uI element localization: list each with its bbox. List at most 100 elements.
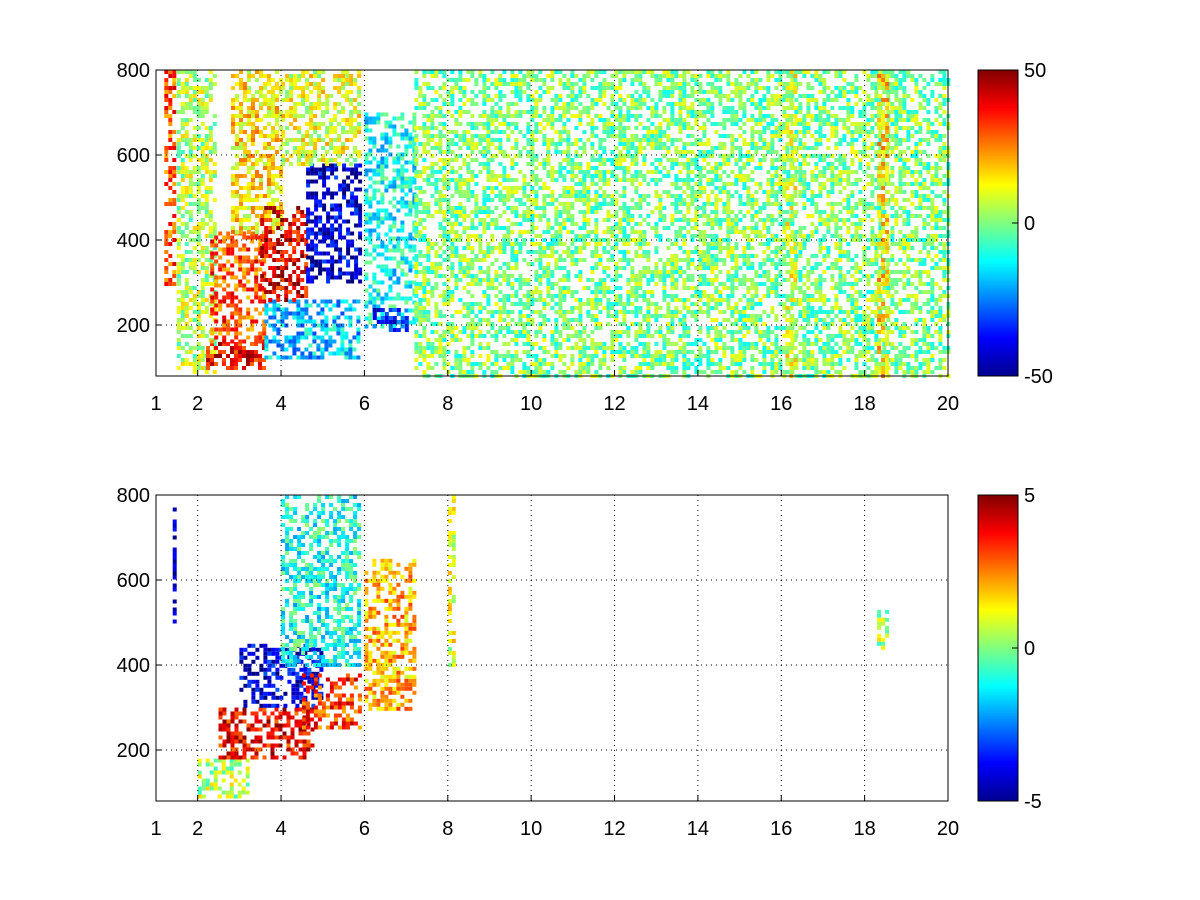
heatmap-cell xyxy=(506,226,511,230)
heatmap-cell xyxy=(486,198,491,202)
heatmap-cell xyxy=(510,274,515,278)
heatmap-cell xyxy=(200,178,205,182)
heatmap-cell xyxy=(534,234,539,238)
heatmap-cell xyxy=(614,274,619,278)
heatmap-cell xyxy=(234,354,238,358)
heatmap-cell xyxy=(602,238,607,242)
heatmap-cell xyxy=(412,180,417,185)
heatmap-cell xyxy=(230,235,235,240)
heatmap-cell xyxy=(251,178,255,182)
heatmap-cell xyxy=(184,122,189,126)
heatmap-cell xyxy=(418,270,423,274)
heatmap-cell xyxy=(184,234,189,238)
heatmap-cell xyxy=(297,94,302,98)
heatmap-cell xyxy=(400,116,405,121)
heatmap-cell xyxy=(364,192,369,197)
heatmap-cell xyxy=(450,138,455,142)
heatmap-cell xyxy=(538,254,543,258)
heatmap-cell xyxy=(234,311,239,316)
heatmap-cell xyxy=(662,86,667,90)
heatmap-cell xyxy=(522,230,527,234)
heatmap-cell xyxy=(634,294,639,298)
heatmap-cell xyxy=(338,275,343,280)
heatmap-cell xyxy=(662,70,667,74)
heatmap-cell xyxy=(558,174,563,178)
heatmap-cell xyxy=(376,200,381,205)
heatmap-cell xyxy=(590,278,595,282)
heatmap-cell xyxy=(308,351,313,356)
heatmap-cell xyxy=(384,212,389,217)
heatmap-cell xyxy=(271,158,275,162)
heatmap-cell xyxy=(554,130,559,134)
heatmap-cell xyxy=(510,338,515,342)
heatmap-cell xyxy=(582,242,587,246)
heatmap-cell xyxy=(380,296,385,301)
heatmap-cell xyxy=(638,330,643,334)
heatmap-cell xyxy=(542,90,547,94)
heatmap-cell xyxy=(258,366,262,370)
heatmap-cell xyxy=(247,134,251,138)
heatmap-cell xyxy=(418,342,423,346)
heatmap-cell xyxy=(218,342,222,346)
heatmap-cell xyxy=(345,122,350,126)
heatmap-cell xyxy=(570,74,575,78)
heatmap-cell xyxy=(450,242,455,246)
heatmap-cell xyxy=(218,255,223,260)
heatmap-cell xyxy=(376,288,381,293)
heatmap-cell xyxy=(176,322,181,326)
heatmap-cell xyxy=(578,162,583,166)
heatmap-cell xyxy=(526,342,531,346)
heatmap-cell xyxy=(376,188,381,193)
heatmap-cell xyxy=(466,214,471,218)
heatmap-cell xyxy=(238,354,242,358)
heatmap-cell xyxy=(530,170,535,174)
heatmap-cell xyxy=(322,167,327,172)
heatmap-cell xyxy=(168,170,173,174)
heatmap-cell xyxy=(522,302,527,306)
heatmap-cell xyxy=(570,294,575,298)
heatmap-cell xyxy=(368,316,373,321)
heatmap-cell xyxy=(646,318,651,322)
heatmap-cell xyxy=(212,238,217,242)
heatmap-cell xyxy=(338,203,343,208)
heatmap-cell xyxy=(284,339,289,344)
heatmap-cell xyxy=(271,126,275,130)
heatmap-cell xyxy=(650,290,655,294)
heatmap-cell xyxy=(332,319,337,324)
heatmap-cell xyxy=(574,174,579,178)
heatmap-cell xyxy=(271,190,275,194)
heatmap-cell xyxy=(514,146,519,150)
heatmap-cell xyxy=(262,271,267,276)
heatmap-cell xyxy=(650,354,655,358)
heatmap-cell xyxy=(210,287,215,292)
heatmap-cell xyxy=(384,264,389,269)
heatmap-cell xyxy=(542,230,547,234)
heatmap-cell xyxy=(180,102,185,106)
heatmap-cell xyxy=(482,206,487,210)
heatmap-cell xyxy=(598,254,603,258)
heatmap-cell xyxy=(426,70,431,74)
heatmap-cell xyxy=(251,134,255,138)
heatmap-cell xyxy=(550,330,555,334)
heatmap-cell xyxy=(272,323,277,328)
heatmap-cell xyxy=(658,90,663,94)
heatmap-cell xyxy=(430,166,435,170)
heatmap-cell xyxy=(646,182,651,186)
heatmap-cell xyxy=(400,172,405,177)
heatmap-cell xyxy=(578,226,583,230)
heatmap-cell xyxy=(478,206,483,210)
heatmap-cell xyxy=(458,166,463,170)
heatmap-cell xyxy=(574,290,579,294)
heatmap-cell xyxy=(638,206,643,210)
heatmap-cell xyxy=(610,86,615,90)
heatmap-cell xyxy=(518,86,523,90)
heatmap-cell xyxy=(172,238,177,242)
heatmap-cell xyxy=(602,250,607,254)
heatmap-cell xyxy=(542,138,547,142)
heatmap-cell xyxy=(558,118,563,122)
heatmap-cell xyxy=(502,234,507,238)
heatmap-cell xyxy=(466,170,471,174)
heatmap-cell xyxy=(490,106,495,110)
heatmap-cell xyxy=(296,242,301,246)
heatmap-cell xyxy=(204,278,209,282)
